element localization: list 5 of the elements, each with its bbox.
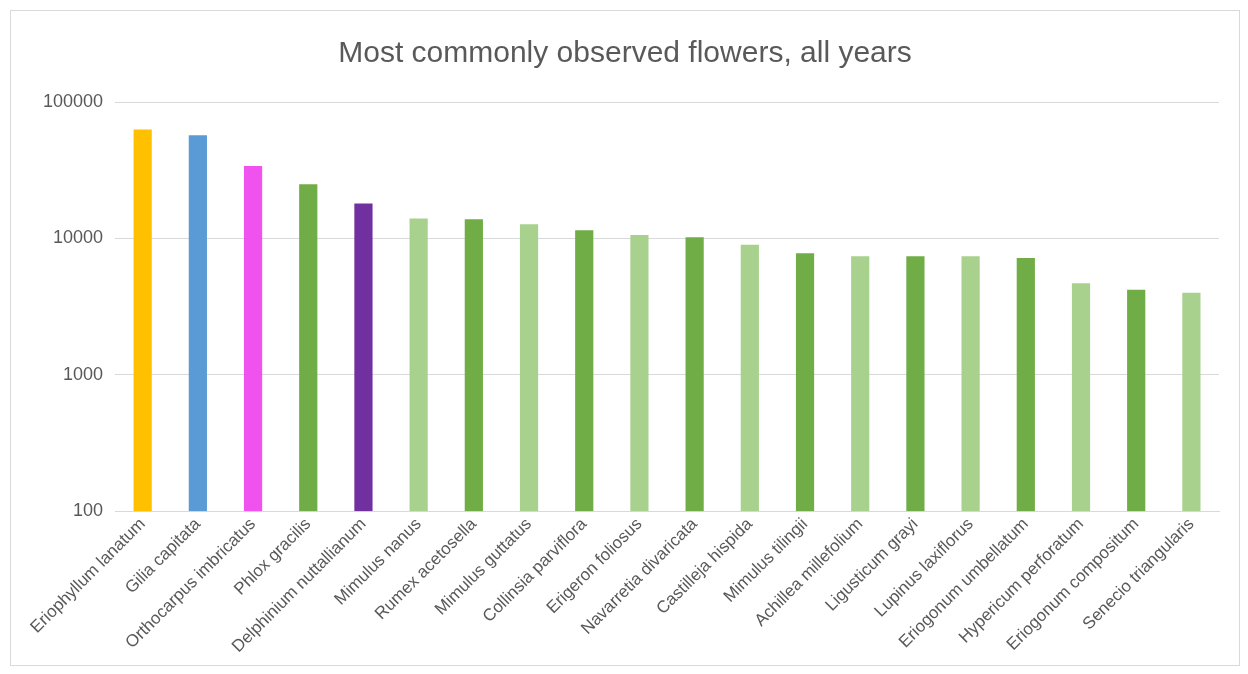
y-tick-label: 10000	[53, 227, 104, 248]
y-tick-label: 1000	[63, 363, 104, 384]
y-tick-label: 100	[73, 500, 104, 521]
y-tick-label: 100000	[42, 90, 104, 111]
chart-title: Most commonly observed flowers, all years	[338, 35, 912, 69]
